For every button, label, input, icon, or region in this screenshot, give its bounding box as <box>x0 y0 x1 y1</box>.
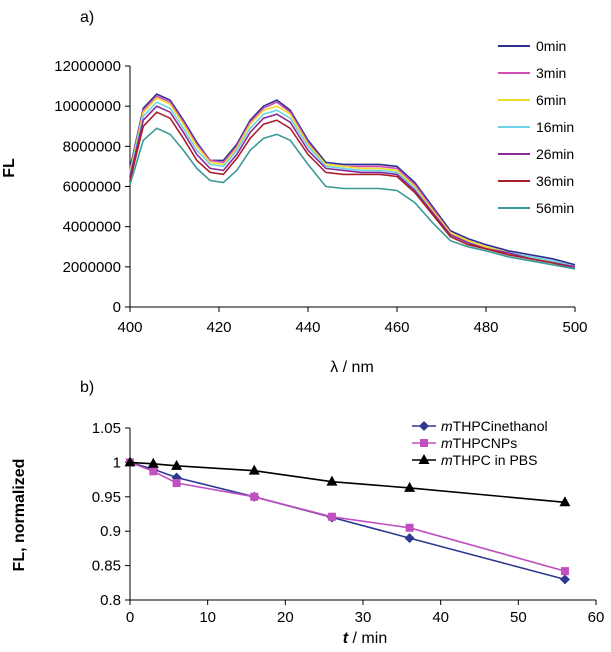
y-tick-label: 0.8 <box>100 592 121 609</box>
legend-marker <box>420 439 428 447</box>
y-tick-label: 6000000 <box>63 179 121 196</box>
x-tick-label: 30 <box>355 609 372 626</box>
data-point <box>171 459 183 470</box>
legend-label: 26min <box>536 146 574 162</box>
data-point <box>404 533 415 544</box>
x-tick-label: 440 <box>295 319 320 336</box>
data-point <box>559 574 570 585</box>
panel-a-label: a) <box>80 9 94 26</box>
legend-label: 6min <box>536 92 566 108</box>
y-tick-label: 8000000 <box>63 138 121 155</box>
data-point <box>147 457 159 468</box>
y-tick-label: 12000000 <box>54 58 121 75</box>
series-line-26min <box>129 105 576 268</box>
panel-a-y-ticks: 0 2000000 4000000 6000000 8000000 10000000 120… <box>54 58 130 316</box>
y-tick-label: 1.05 <box>92 420 121 437</box>
x-tick-label: 0 <box>126 609 134 626</box>
y-tick-label: 10000000 <box>54 98 121 115</box>
x-tick-label: 40 <box>432 609 449 626</box>
data-point <box>326 475 338 486</box>
data-point <box>124 456 136 467</box>
data-point <box>172 479 181 488</box>
panel-a-x-ticks: 400 420 440 460 480 500 <box>117 307 588 336</box>
panel-b-xlabel: t / min <box>343 630 387 647</box>
y-tick-label: 4000000 <box>63 219 121 236</box>
x-tick-label: 10 <box>199 609 216 626</box>
series-line-56min <box>129 127 576 270</box>
legend-label: 16min <box>536 119 574 135</box>
legend-label-rest: THPC in PBS <box>453 452 538 468</box>
x-tick-label: 60 <box>588 609 605 626</box>
legend-marker <box>419 421 429 431</box>
x-tick-label: 20 <box>277 609 294 626</box>
data-point <box>559 496 571 507</box>
data-point <box>327 512 336 521</box>
y-tick-label: 0.9 <box>100 523 121 540</box>
legend-label: 3min <box>536 65 566 81</box>
series-line-1 <box>129 461 566 572</box>
y-tick-label: 0 <box>113 299 121 316</box>
y-tick-label: 0.85 <box>92 558 121 575</box>
legend-label-rest: THPCinethanol <box>453 418 548 434</box>
data-point <box>404 481 416 492</box>
panel-a-series <box>129 93 576 270</box>
legend-label-italic: m <box>441 418 453 434</box>
series-line-0 <box>129 461 566 581</box>
panel-a-ylabel: FL <box>1 158 18 178</box>
legend-label: mTHPCinethanol <box>441 418 548 434</box>
x-tick-label: 50 <box>510 609 527 626</box>
series-line-6min <box>129 97 576 268</box>
y-tick-label: 2000000 <box>63 259 121 276</box>
panel-b-ylabel: FL, normalized <box>11 459 28 572</box>
x-tick-label: 460 <box>384 319 409 336</box>
panel-a-xlabel: λ / nm <box>330 359 374 376</box>
panel-b-y-ticks: 0.8 0.85 0.9 0.95 1 1.05 <box>92 420 130 609</box>
legend-label: 56min <box>536 200 574 216</box>
legend-label: mTHPCNPs <box>441 435 517 451</box>
data-point <box>560 567 569 576</box>
panel-b-xlabel-italic: t <box>343 630 349 647</box>
panel-b-series <box>124 456 571 585</box>
panel-b-xlabel-rest: / min <box>348 630 387 647</box>
legend-marker <box>418 454 430 464</box>
x-tick-label: 480 <box>473 319 498 336</box>
legend-label: 0min <box>536 38 566 54</box>
legend-label: 36min <box>536 173 574 189</box>
data-point <box>248 464 260 475</box>
series-line-0min <box>129 93 576 266</box>
data-point <box>405 523 414 532</box>
panel-b-x-ticks: 0 10 20 30 40 50 60 <box>126 600 605 626</box>
legend-label-rest: THPCNPs <box>453 435 518 451</box>
legend-label-italic: m <box>441 452 453 468</box>
y-tick-label: 1 <box>113 454 121 471</box>
data-point <box>149 467 158 476</box>
legend-label: mTHPC in PBS <box>441 452 537 468</box>
data-point <box>250 492 259 501</box>
x-tick-label: 400 <box>117 319 142 336</box>
legend-label-italic: m <box>441 435 453 451</box>
x-tick-label: 420 <box>206 319 231 336</box>
panel-b-label: b) <box>80 379 94 396</box>
panel-a-legend: 0min 3min 6min 16min 26min 36min 56min <box>498 38 574 216</box>
x-tick-label: 500 <box>562 319 587 336</box>
panel-b: b) FL, normalized t / min 0.8 0.85 0.9 0.95… <box>11 379 604 647</box>
panel-a: a) FL λ / nm 0 2000000 4000000 6000000 80000… <box>1 9 588 376</box>
y-tick-label: 0.95 <box>92 489 121 506</box>
series-line-36min <box>129 111 576 270</box>
